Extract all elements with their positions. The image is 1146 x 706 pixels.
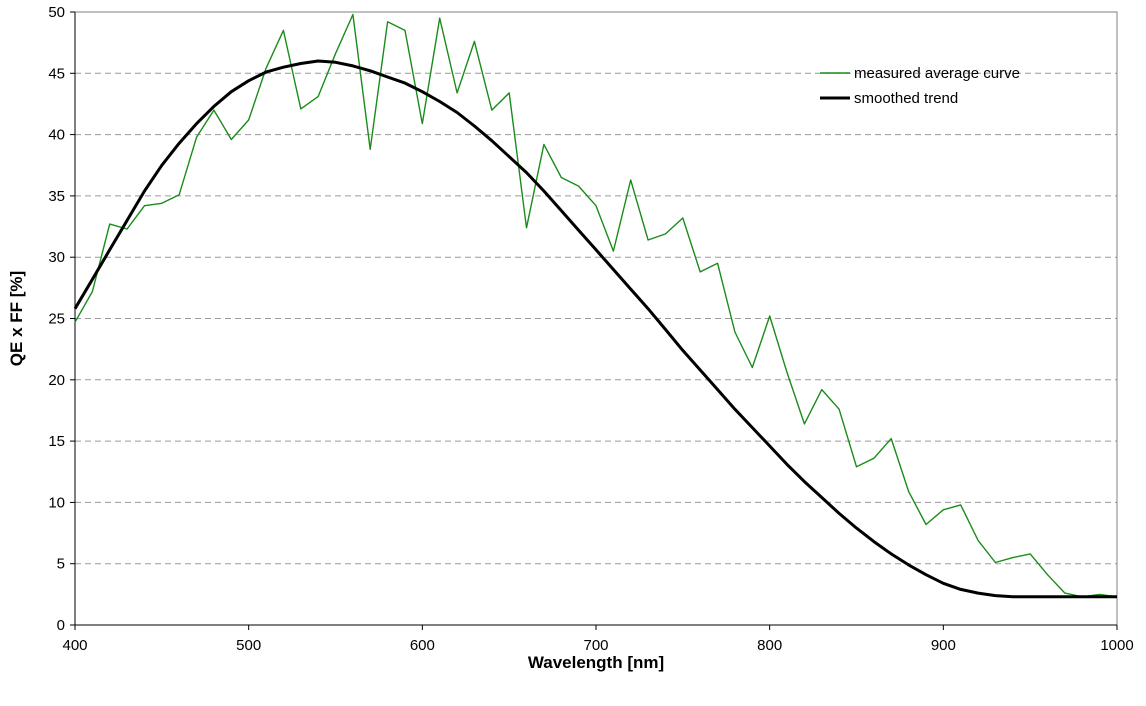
grid-lines bbox=[75, 72, 1117, 565]
y-axis-title: QE x FF [%] bbox=[7, 271, 26, 366]
x-tick-label-600: 600 bbox=[410, 637, 435, 654]
y-tick-label-5: 5 bbox=[57, 556, 65, 573]
y-tick-label-50: 50 bbox=[48, 4, 65, 21]
x-tick-label-800: 800 bbox=[757, 637, 782, 654]
y-tick-label-35: 35 bbox=[48, 188, 65, 205]
axes bbox=[70, 11, 1118, 630]
y-tick-label-30: 30 bbox=[48, 249, 65, 266]
x-tick-label-700: 700 bbox=[583, 637, 608, 654]
y-tick-label-40: 40 bbox=[48, 127, 65, 144]
x-tick-label-400: 400 bbox=[62, 637, 87, 654]
x-tick-label-900: 900 bbox=[931, 637, 956, 654]
legend: measured average curve smoothed trend bbox=[820, 65, 1020, 107]
series-lines bbox=[73, 13, 1118, 599]
y-tick-label-25: 25 bbox=[48, 311, 65, 328]
legend-label-measured: measured average curve bbox=[854, 65, 1020, 82]
y-tick-label-45: 45 bbox=[48, 65, 65, 82]
x-axis-title: Wavelength [nm] bbox=[528, 653, 664, 672]
y-tick-label-20: 20 bbox=[48, 372, 65, 389]
legend-label-smoothed: smoothed trend bbox=[854, 90, 958, 107]
x-tick-label-1000: 1000 bbox=[1100, 637, 1133, 654]
y-tick-label-15: 15 bbox=[48, 433, 65, 450]
series-line-smoothed bbox=[73, 59, 1117, 599]
y-tick-label-10: 10 bbox=[48, 494, 65, 511]
x-tick-label-500: 500 bbox=[236, 637, 261, 654]
series-line-measured bbox=[74, 13, 1118, 598]
y-tick-label-0: 0 bbox=[57, 617, 65, 634]
tick-labels: 0 5 10 15 20 25 30 35 40 45 50 400 500 600 700 800 900 10… bbox=[48, 4, 1133, 654]
